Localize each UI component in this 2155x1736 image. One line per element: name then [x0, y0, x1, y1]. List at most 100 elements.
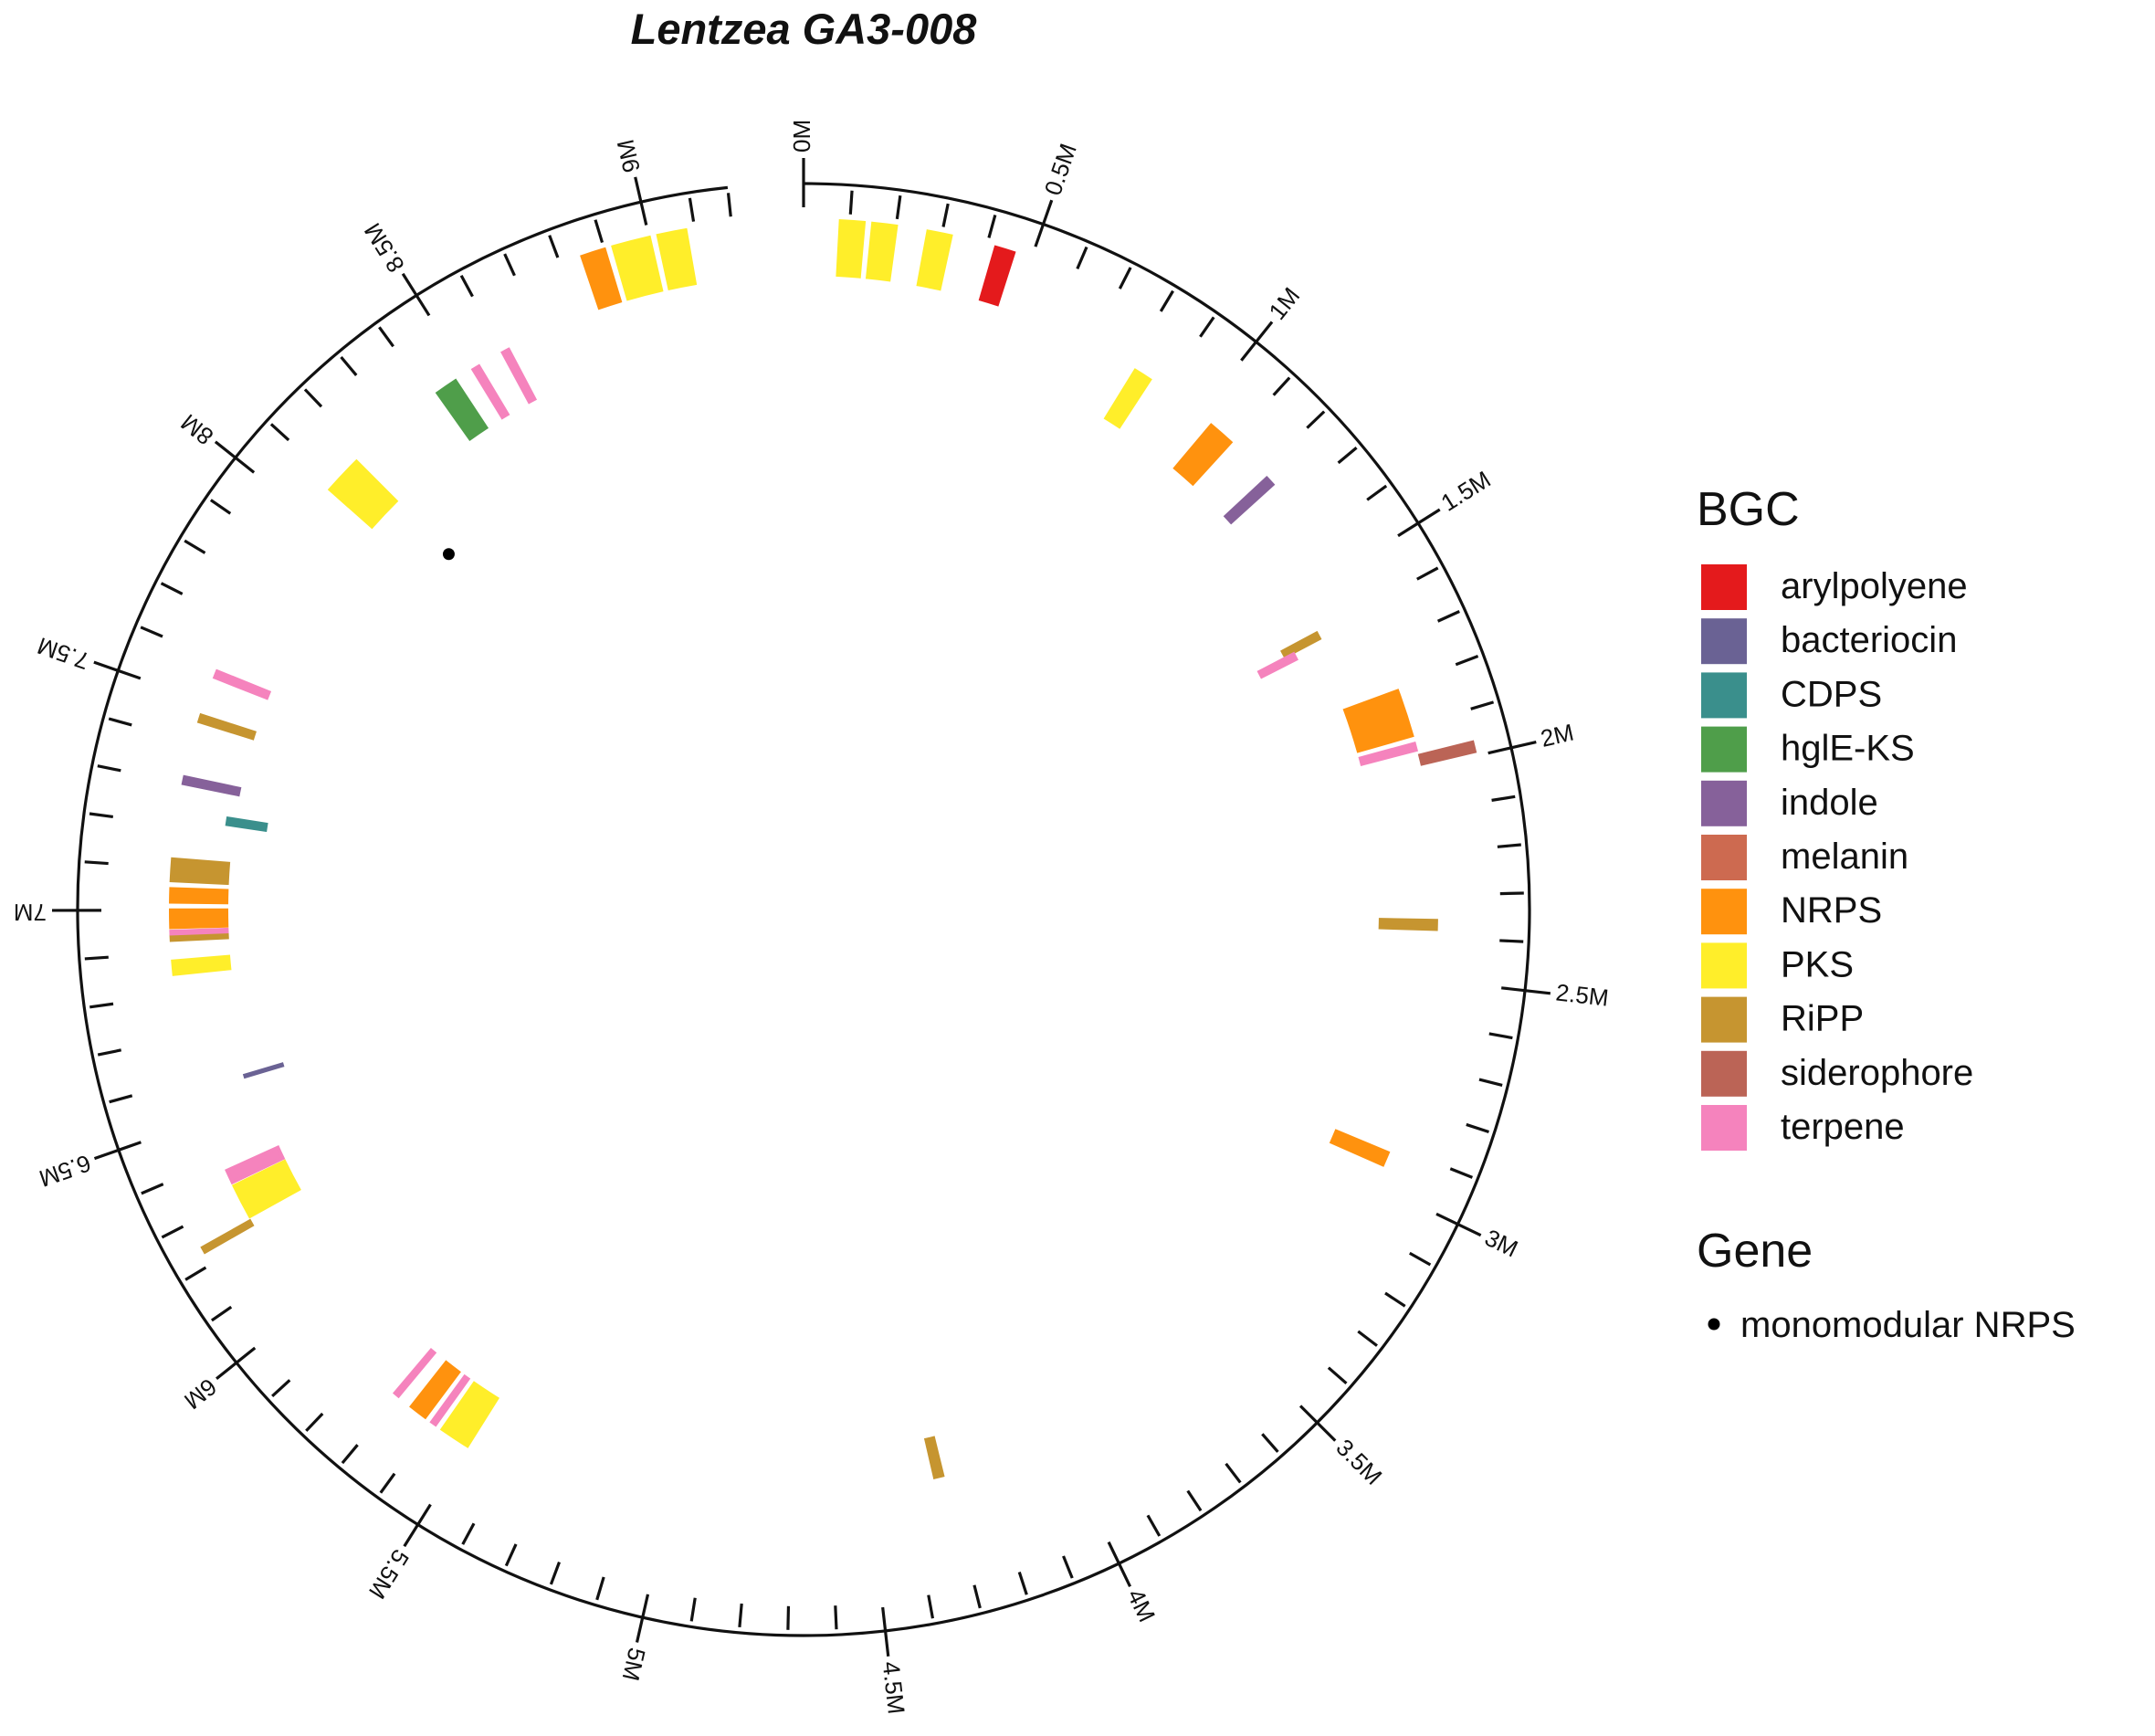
minor-tick: [1499, 891, 1524, 896]
legend-swatch: [1701, 726, 1747, 773]
minor-tick: [379, 1472, 396, 1494]
minor-tick: [184, 539, 206, 554]
minor-tick: [1199, 316, 1215, 338]
minor-tick: [1327, 1366, 1348, 1384]
cluster-ripp: [200, 1218, 255, 1255]
tick-label: 8M: [175, 408, 218, 450]
cluster-nrps: [409, 1360, 461, 1420]
legend-label: RiPP: [1781, 999, 1864, 1039]
minor-tick: [160, 582, 184, 595]
minor-tick: [1146, 1514, 1162, 1537]
tick-label: 0.5M: [1039, 140, 1082, 198]
chart-title: Lentzea GA3-008: [631, 5, 978, 53]
cluster-indole: [181, 774, 242, 797]
minor-tick: [1478, 1078, 1503, 1087]
tick-label: 3M: [1480, 1224, 1522, 1263]
minor-tick: [209, 499, 232, 515]
cluster-nrps: [1342, 689, 1414, 753]
minor-tick: [1497, 843, 1521, 848]
cluster-ripp: [169, 931, 229, 942]
minor-tick: [378, 326, 394, 348]
minor-tick: [1466, 1122, 1489, 1133]
minor-tick: [987, 214, 997, 238]
minor-tick: [269, 423, 290, 442]
minor-tick: [1491, 794, 1516, 802]
cluster-nrps: [580, 247, 623, 310]
legend-gene-label: monomodular NRPS: [1740, 1305, 2076, 1345]
cluster-terpene: [392, 1347, 437, 1399]
major-tick: [93, 1141, 142, 1161]
minor-tick: [688, 197, 696, 222]
minor-tick: [1076, 246, 1088, 269]
legend-swatch: [1701, 672, 1747, 719]
cluster-ripp: [923, 1436, 945, 1479]
minor-tick: [271, 1379, 291, 1398]
minor-tick: [1186, 1489, 1203, 1512]
minor-tick: [84, 860, 109, 866]
legend-gene-dot: [1708, 1318, 1720, 1331]
legend-gene-title: Gene: [1697, 1225, 1813, 1278]
major-tick: [881, 1606, 890, 1657]
legend-swatch: [1701, 564, 1747, 610]
legend-label: indole: [1781, 783, 1878, 823]
tick-label: 9M: [612, 137, 646, 175]
minor-tick: [140, 626, 163, 638]
legend-swatch: [1701, 889, 1747, 935]
legend-gene-items: monomodular NRPS: [1708, 1305, 2076, 1345]
tick-label: 4M: [1122, 1584, 1162, 1626]
tick-label: 2.5M: [1554, 978, 1610, 1011]
cluster-ripp: [196, 712, 257, 741]
minor-tick: [461, 1522, 476, 1545]
minor-tick: [305, 1412, 324, 1432]
minor-tick: [941, 203, 950, 227]
major-tick: [1435, 1212, 1482, 1237]
minor-tick: [141, 1183, 164, 1195]
legend-label: hglE-KS: [1781, 729, 1915, 769]
cluster-pks: [611, 235, 664, 301]
minor-tick: [726, 193, 732, 217]
minor-tick: [1384, 1291, 1406, 1308]
major-tick: [214, 440, 256, 474]
cluster-terpene: [169, 927, 229, 936]
tick-label: 6.5M: [36, 1149, 94, 1192]
major-tick: [93, 660, 142, 680]
cluster-arylpolyene: [978, 245, 1016, 307]
cluster-indole: [1223, 475, 1276, 525]
minor-tick: [1357, 1330, 1378, 1347]
tick-label: 7.5M: [34, 632, 92, 675]
tick-label: 4.5M: [878, 1660, 910, 1716]
legend-label: melanin: [1781, 836, 1908, 877]
legend-label: NRPS: [1781, 890, 1882, 931]
cluster-siderophore: [1417, 740, 1477, 766]
major-tick: [634, 176, 648, 226]
minor-tick: [1409, 1251, 1432, 1267]
gene-marker: [442, 548, 455, 561]
cluster-nrps: [168, 908, 229, 930]
minor-tick: [459, 274, 474, 298]
tick-label: 2M: [1538, 719, 1576, 752]
cluster-pks: [836, 218, 867, 279]
cluster-pks: [865, 221, 899, 282]
tick-label: 5M: [617, 1646, 651, 1684]
tick-label: 5.5M: [363, 1544, 415, 1604]
major-tick: [403, 1503, 432, 1548]
cluster-pks: [327, 458, 399, 530]
minor-tick: [97, 764, 121, 773]
cluster-nrps: [1172, 423, 1234, 487]
legend-label: arylpolyene: [1781, 566, 1968, 606]
legend-label: bacteriocin: [1781, 620, 1957, 660]
legend-swatch: [1701, 1050, 1747, 1097]
cluster-ripp: [169, 857, 231, 886]
tick-label: 3.5M: [1330, 1434, 1387, 1490]
minor-tick: [895, 195, 902, 220]
cluster-pks: [1103, 368, 1152, 429]
legend-label: CDPS: [1781, 674, 1882, 714]
legend-swatch: [1701, 618, 1747, 665]
cluster-bacteriocin: [242, 1062, 285, 1079]
minor-tick: [1488, 1032, 1513, 1040]
minor-tick: [1118, 267, 1132, 289]
major-tick: [1397, 508, 1441, 538]
minor-tick: [109, 1094, 133, 1104]
cluster-hgle-ks: [435, 378, 489, 442]
